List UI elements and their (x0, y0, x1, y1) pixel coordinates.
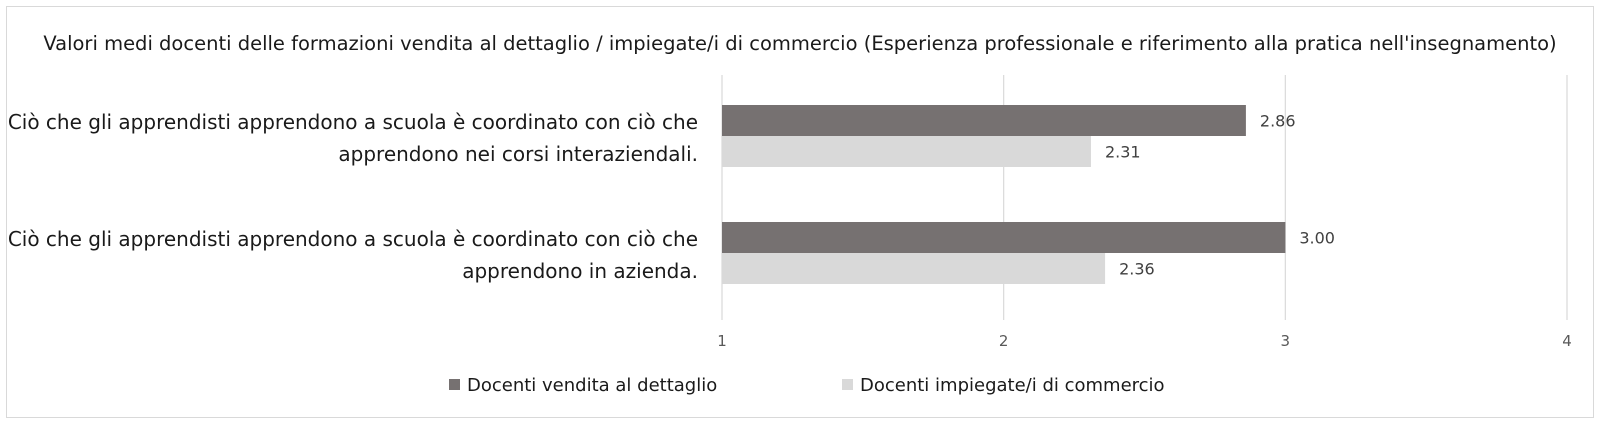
bar (722, 222, 1286, 253)
bar (722, 253, 1106, 284)
category-label: Ciò che gli apprendisti apprendono a scu… (8, 110, 698, 134)
chart-frame (6, 6, 1594, 418)
legend-swatch (842, 379, 853, 390)
bars: 2.86 3.00 2.31 2.36 (722, 105, 1335, 284)
x-tick-label: 1 (717, 332, 727, 350)
legend-label: Docenti vendita al dettaglio (467, 375, 717, 396)
category-label: Ciò che gli apprendisti apprendono a scu… (8, 227, 698, 251)
data-label: 2.86 (1260, 112, 1296, 131)
legend-swatch (449, 379, 460, 390)
x-axis-tick-labels: 1 2 3 4 (717, 332, 1572, 350)
legend: Docenti vendita al dettaglio Docenti impi… (449, 375, 1165, 396)
category-label: apprendono in azienda. (462, 259, 698, 283)
category-label: apprendono nei corsi interaziendali. (338, 142, 698, 166)
x-tick-label: 3 (1281, 332, 1291, 350)
data-label: 3.00 (1299, 229, 1335, 248)
data-label: 2.31 (1105, 143, 1141, 162)
x-tick-label: 4 (1562, 332, 1572, 350)
chart-title: Valori medi docenti delle formazioni ven… (43, 32, 1556, 55)
bar (722, 136, 1091, 167)
data-label: 2.36 (1119, 260, 1155, 279)
x-tick-label: 2 (999, 332, 1009, 350)
category-labels: Ciò che gli apprendisti apprendono a scu… (8, 110, 698, 283)
legend-label: Docenti impiegate/i di commercio (860, 375, 1165, 396)
bar (722, 105, 1246, 136)
